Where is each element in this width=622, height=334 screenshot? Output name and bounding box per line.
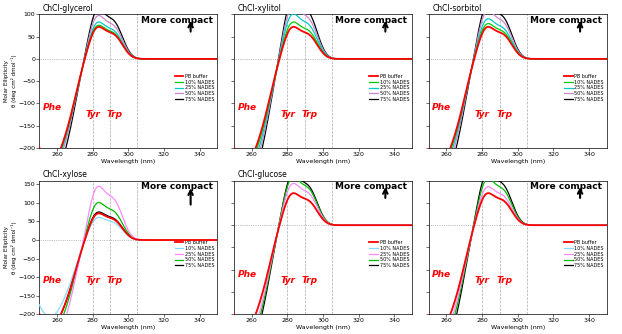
Text: Trp: Trp	[302, 276, 318, 285]
Text: Tyr: Tyr	[475, 276, 490, 285]
Text: ChCl-glucose: ChCl-glucose	[238, 170, 287, 179]
Text: Phe: Phe	[43, 276, 62, 285]
Text: Trp: Trp	[496, 276, 513, 285]
Text: Phe: Phe	[432, 104, 452, 112]
Text: ChCl-xylitol: ChCl-xylitol	[238, 4, 281, 13]
Legend: PB buffer, 10% NADES, 25% NADES, 50% NADES, 75% NADES: PB buffer, 10% NADES, 25% NADES, 50% NAD…	[564, 240, 605, 269]
X-axis label: Wavelength (nm): Wavelength (nm)	[491, 159, 545, 164]
Text: Phe: Phe	[43, 104, 62, 112]
Text: Tyr: Tyr	[86, 276, 101, 285]
Text: Trp: Trp	[302, 110, 318, 119]
Legend: PB buffer, 10% NADES, 25% NADES, 50% NADES, 75% NADES: PB buffer, 10% NADES, 25% NADES, 50% NAD…	[174, 73, 215, 102]
Text: Phe: Phe	[238, 270, 257, 279]
Text: Tyr: Tyr	[475, 110, 490, 119]
Text: ChCl-xylose: ChCl-xylose	[43, 170, 88, 179]
X-axis label: Wavelength (nm): Wavelength (nm)	[101, 325, 156, 330]
X-axis label: Wavelength (nm): Wavelength (nm)	[296, 325, 350, 330]
Legend: PB buffer, 10% NADES, 25% NADES, 50% NADES, 75% NADES: PB buffer, 10% NADES, 25% NADES, 50% NAD…	[369, 73, 410, 102]
Legend: PB buffer, 10% NADES, 25% NADES, 50% NADES, 75% NADES: PB buffer, 10% NADES, 25% NADES, 50% NAD…	[369, 240, 410, 269]
Y-axis label: Molar Ellipticity
θ (deg cm² dmol⁻¹): Molar Ellipticity θ (deg cm² dmol⁻¹)	[4, 55, 17, 108]
Text: ChCl-sorbitol: ChCl-sorbitol	[432, 4, 481, 13]
Text: More compact: More compact	[141, 182, 213, 191]
Text: Tyr: Tyr	[281, 276, 295, 285]
Text: More compact: More compact	[530, 182, 602, 191]
Text: Trp: Trp	[107, 276, 123, 285]
Y-axis label: Molar Ellipticity
θ (deg cm² dmol⁻¹): Molar Ellipticity θ (deg cm² dmol⁻¹)	[4, 221, 17, 274]
Text: Phe: Phe	[432, 270, 452, 279]
Legend: PB buffer, 10% NADES, 25% NADES, 50% NADES, 75% NADES: PB buffer, 10% NADES, 25% NADES, 50% NAD…	[564, 73, 605, 102]
Text: Trp: Trp	[107, 110, 123, 119]
Text: ChCl-glycerol: ChCl-glycerol	[43, 4, 93, 13]
Text: Tyr: Tyr	[86, 110, 101, 119]
Text: Trp: Trp	[496, 110, 513, 119]
Text: Phe: Phe	[238, 104, 257, 112]
X-axis label: Wavelength (nm): Wavelength (nm)	[101, 159, 156, 164]
X-axis label: Wavelength (nm): Wavelength (nm)	[296, 159, 350, 164]
Legend: PB buffer, 10% NADES, 25% NADES, 50% NADES, 75% NADES: PB buffer, 10% NADES, 25% NADES, 50% NAD…	[174, 240, 215, 269]
Text: Tyr: Tyr	[281, 110, 295, 119]
Text: More compact: More compact	[335, 16, 407, 25]
Text: More compact: More compact	[141, 16, 213, 25]
Text: More compact: More compact	[530, 16, 602, 25]
Text: More compact: More compact	[335, 182, 407, 191]
X-axis label: Wavelength (nm): Wavelength (nm)	[491, 325, 545, 330]
